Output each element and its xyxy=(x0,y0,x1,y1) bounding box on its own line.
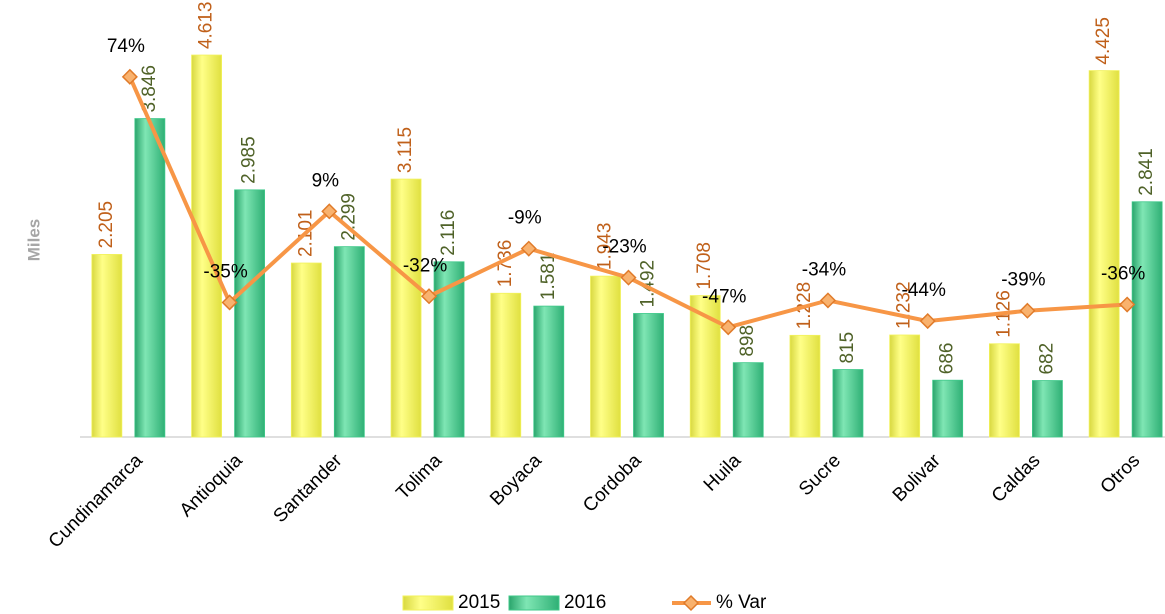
line-marker xyxy=(720,319,737,336)
x-tick-label: Otros xyxy=(1097,450,1145,498)
legend-label: 2016 xyxy=(564,592,606,613)
bar xyxy=(889,334,921,438)
value-label: -47% xyxy=(702,286,746,307)
value-label: -9% xyxy=(508,208,542,229)
line-marker xyxy=(620,269,637,286)
value-label: 3.846 xyxy=(139,65,160,113)
line-marker xyxy=(121,68,138,85)
x-tick-label: Boyaca xyxy=(486,450,546,510)
bar xyxy=(1131,201,1163,438)
y-axis-label: Miles xyxy=(24,219,43,262)
value-label: -44% xyxy=(902,280,946,301)
legend-swatch xyxy=(402,595,454,611)
bar xyxy=(234,189,265,438)
bar xyxy=(290,262,322,438)
bar xyxy=(134,118,166,438)
value-label: 4.613 xyxy=(196,1,217,49)
value-label: 74% xyxy=(107,36,145,57)
bar xyxy=(789,334,821,438)
legend-swatch xyxy=(508,595,560,611)
bar xyxy=(333,246,365,438)
line-marker xyxy=(520,240,537,257)
value-label: 1.492 xyxy=(638,260,659,308)
value-label: 1.708 xyxy=(694,242,715,290)
value-label: 898 xyxy=(737,325,758,357)
value-label: 686 xyxy=(937,342,958,374)
legend-label: 2015 xyxy=(458,592,500,613)
value-label: 2.299 xyxy=(338,193,359,241)
bar xyxy=(932,379,964,438)
x-tick-label: Antioquia xyxy=(176,450,247,521)
line-marker xyxy=(819,292,837,309)
bar xyxy=(1088,70,1120,438)
value-label: 1.736 xyxy=(495,240,516,288)
x-tick-label: Caldas xyxy=(988,450,1045,507)
x-tick-label: Bolivar xyxy=(889,450,945,506)
value-label: 1.581 xyxy=(538,253,559,301)
bar xyxy=(590,275,621,438)
x-tick-label: Sucre xyxy=(795,450,845,500)
bar xyxy=(732,362,764,438)
value-label: 815 xyxy=(837,332,858,364)
bar xyxy=(832,369,864,438)
line-marker xyxy=(420,288,438,305)
value-label: 3.115 xyxy=(395,127,416,173)
value-label: 2.116 xyxy=(438,210,459,256)
legend-marker xyxy=(682,594,700,612)
line-marker xyxy=(1019,302,1036,319)
bar xyxy=(390,178,422,438)
value-label: 2.205 xyxy=(96,201,117,249)
x-tick-label: Cundinamarca xyxy=(45,450,148,553)
value-label: 2.841 xyxy=(1136,148,1157,196)
value-label: 1.943 xyxy=(595,223,616,271)
line-marker xyxy=(919,313,936,330)
bar xyxy=(533,305,565,438)
value-label: -39% xyxy=(1001,270,1045,291)
bar xyxy=(989,343,1020,438)
line-marker xyxy=(221,294,238,311)
value-label: -36% xyxy=(1101,264,1145,285)
value-label: 682 xyxy=(1036,343,1057,375)
x-tick-label: Santander xyxy=(270,450,347,527)
x-tick-label: Cordoba xyxy=(579,450,646,517)
bar xyxy=(490,292,522,438)
line-marker xyxy=(321,203,338,220)
value-label: 2.985 xyxy=(239,136,260,184)
value-label: -32% xyxy=(403,255,447,276)
value-label: -35% xyxy=(203,261,247,282)
value-label: 4.425 xyxy=(1093,17,1114,65)
bar xyxy=(1032,380,1063,438)
bar xyxy=(633,313,664,438)
value-label: -23% xyxy=(602,237,646,258)
line-marker xyxy=(1119,296,1136,313)
value-label: 9% xyxy=(312,170,340,191)
x-tick-label: Tolima xyxy=(392,450,446,504)
x-tick-label: Huila xyxy=(700,450,746,496)
value-label: -34% xyxy=(802,259,846,280)
line xyxy=(128,76,1128,330)
bar xyxy=(91,254,123,438)
legend-label: % Var xyxy=(716,592,767,613)
